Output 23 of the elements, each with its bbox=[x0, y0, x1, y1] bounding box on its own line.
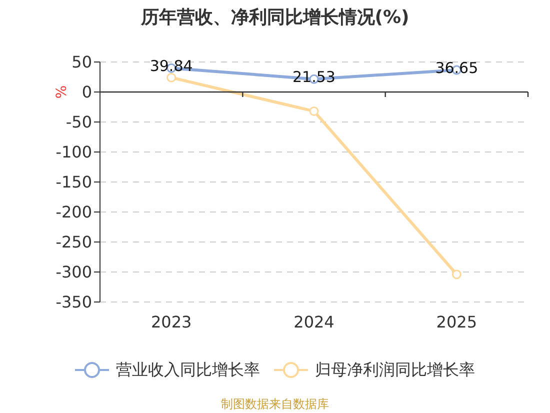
point bbox=[166, 72, 176, 82]
chart-title: 历年营收、净利同比增长情况(%) bbox=[140, 6, 410, 29]
point bbox=[452, 270, 462, 280]
y-tick-label: 50 bbox=[72, 52, 92, 72]
point bbox=[309, 106, 319, 116]
x-tick-label: 2024 bbox=[294, 312, 334, 332]
y-tick-label: 0 bbox=[82, 82, 92, 102]
y-tick-label: -150 bbox=[56, 172, 92, 192]
data-label: 39.84 bbox=[150, 57, 193, 76]
x-tick-label: 2023 bbox=[150, 312, 192, 332]
legend-label: 营业收入同比增长率 bbox=[116, 360, 260, 380]
data-label: 36.65 bbox=[435, 59, 478, 78]
text: 制图数据来自数据库 bbox=[220, 396, 330, 413]
legend-label: 归母净利润同比增长率 bbox=[315, 360, 475, 380]
y-tick-label: -250 bbox=[56, 232, 92, 252]
y-tick-label: -300 bbox=[56, 262, 92, 282]
y-axis-title: % bbox=[54, 85, 70, 99]
y-tick-label: -50 bbox=[66, 112, 92, 132]
data-label: 21.53 bbox=[292, 68, 336, 86]
y-tick-label: -100 bbox=[56, 142, 92, 162]
y-tick-label: -350 bbox=[56, 292, 92, 312]
y-tick-label: -200 bbox=[56, 202, 92, 222]
x-tick-label: 2025 bbox=[436, 312, 478, 332]
